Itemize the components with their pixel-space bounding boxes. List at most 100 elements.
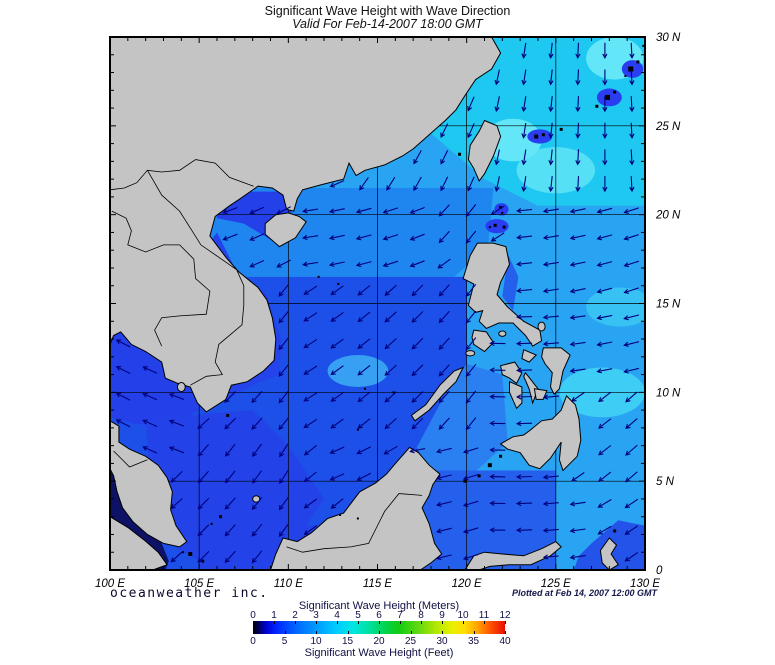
wave-arrow (569, 288, 586, 294)
feet-tick-label: 30 (436, 636, 448, 647)
wave-arrow (142, 446, 158, 454)
wave-arrow (224, 443, 236, 457)
feet-tick-label: 20 (373, 636, 385, 647)
landmass-sulawesi (464, 540, 562, 570)
island (252, 495, 261, 503)
wave-arrow (489, 500, 506, 506)
plotted-timestamp: Plotted at Feb 14, 2007 12:00 GMT (511, 588, 657, 598)
wave-arrow (278, 363, 290, 377)
wave-arrow (302, 234, 319, 241)
wave-height-patch (327, 355, 389, 388)
wave-arrow (542, 341, 559, 347)
wave-arrow (386, 176, 396, 191)
feet-tick-label: 25 (404, 636, 417, 647)
wave-arrow (569, 234, 586, 241)
feet-tick-label: 40 (499, 636, 511, 647)
landmass-malay-peninsula (110, 420, 188, 548)
landmass-luzon (462, 242, 543, 347)
wave-arrow (303, 392, 318, 402)
wave-arrow (330, 418, 344, 429)
wave-arrow (623, 234, 639, 241)
islet-speck (392, 391, 395, 394)
wave-arrow (411, 364, 424, 377)
feet-tick-label: 5 (281, 636, 288, 647)
island (498, 330, 507, 337)
islet-speck (499, 206, 503, 210)
wave-arrow (302, 261, 319, 267)
wave-arrow (224, 524, 236, 537)
wave-arrow (623, 367, 640, 374)
wave-height-patch (586, 287, 645, 327)
wave-arrow (462, 473, 479, 481)
wave-arrow (542, 208, 559, 214)
wave-arrow (224, 497, 236, 510)
wave-arrow (624, 525, 639, 535)
wave-arrow (303, 338, 318, 349)
landmass-sumatra (110, 516, 168, 570)
lat-tick-label: 30 N (656, 32, 681, 44)
feet-tick-label: 0 (250, 636, 256, 647)
wave-arrow (330, 498, 344, 509)
wave-arrow (382, 260, 399, 268)
wave-arrow (168, 419, 185, 427)
wave-arrow (357, 418, 371, 429)
wave-arrow (438, 284, 450, 297)
wave-arrow (276, 206, 291, 215)
wave-arrow (355, 234, 372, 241)
meters-tick-label: 6 (376, 610, 382, 621)
meters-tick-label: 11 (478, 610, 490, 621)
colorbar-title-feet: Significant Wave Height (Feet) (304, 647, 454, 659)
wave-arrow (330, 285, 344, 296)
wave-arrow (168, 392, 185, 401)
wave-arrow (462, 527, 479, 534)
wave-arrow (224, 417, 237, 430)
wave-arrow (467, 176, 475, 192)
wave-arrow (330, 338, 344, 349)
wave-arrow (382, 234, 399, 241)
page-title: Significant Wave Height with Wave Direct… (264, 4, 511, 18)
wave-arrow (168, 446, 185, 454)
wave-arrow (330, 311, 344, 322)
meters-tick-label: 8 (418, 610, 424, 621)
wave-height-patch (494, 203, 509, 216)
wave-arrow (384, 391, 397, 403)
islet-speck (605, 94, 611, 100)
axis-labels: 0 5 N 10 N 15 N 20 N 25 N 30 N 100 E 105 E 110 E 1… (95, 32, 681, 590)
wave-arrow (355, 261, 372, 268)
wave-arrow (569, 314, 586, 321)
wave-arrow (624, 552, 639, 562)
wave-arrow (438, 417, 450, 430)
wave-arrow (623, 287, 639, 294)
wave-arrow (462, 500, 479, 508)
meters-tick-label: 4 (334, 610, 340, 621)
wave-arrow (440, 149, 449, 165)
islet-speck (488, 226, 491, 229)
wave-arrow (489, 420, 506, 426)
wave-arrow (197, 470, 210, 484)
wave-arrow (224, 550, 236, 564)
colorbar-gradient (253, 621, 506, 634)
wave-arrow (575, 69, 581, 86)
wave-arrow (515, 420, 533, 427)
wave-arrow (521, 149, 527, 166)
wave-arrow (462, 447, 479, 454)
wave-arrow (569, 554, 586, 560)
islet-speck (356, 517, 359, 520)
islet-speck (339, 513, 342, 516)
wave-arrow (411, 391, 424, 403)
wave-arrow (542, 501, 559, 507)
wave-arrow (515, 394, 533, 400)
wave-arrow (596, 234, 613, 241)
islet-speck (463, 479, 467, 483)
wave-direction-map: 0 5 N 10 N 15 N 20 N 25 N 30 N 100 E 105 E 110 E 1… (95, 32, 681, 590)
island (176, 382, 186, 392)
islet-speck (541, 133, 545, 137)
wave-arrow (548, 122, 554, 139)
wave-arrow (197, 497, 210, 510)
feet-tick-label: 15 (341, 636, 354, 647)
meters-tick-label: 7 (397, 610, 403, 621)
wave-arrow (384, 417, 397, 430)
wave-arrow (542, 314, 559, 320)
wave-arrow (516, 234, 533, 240)
wave-arrow (170, 497, 183, 510)
